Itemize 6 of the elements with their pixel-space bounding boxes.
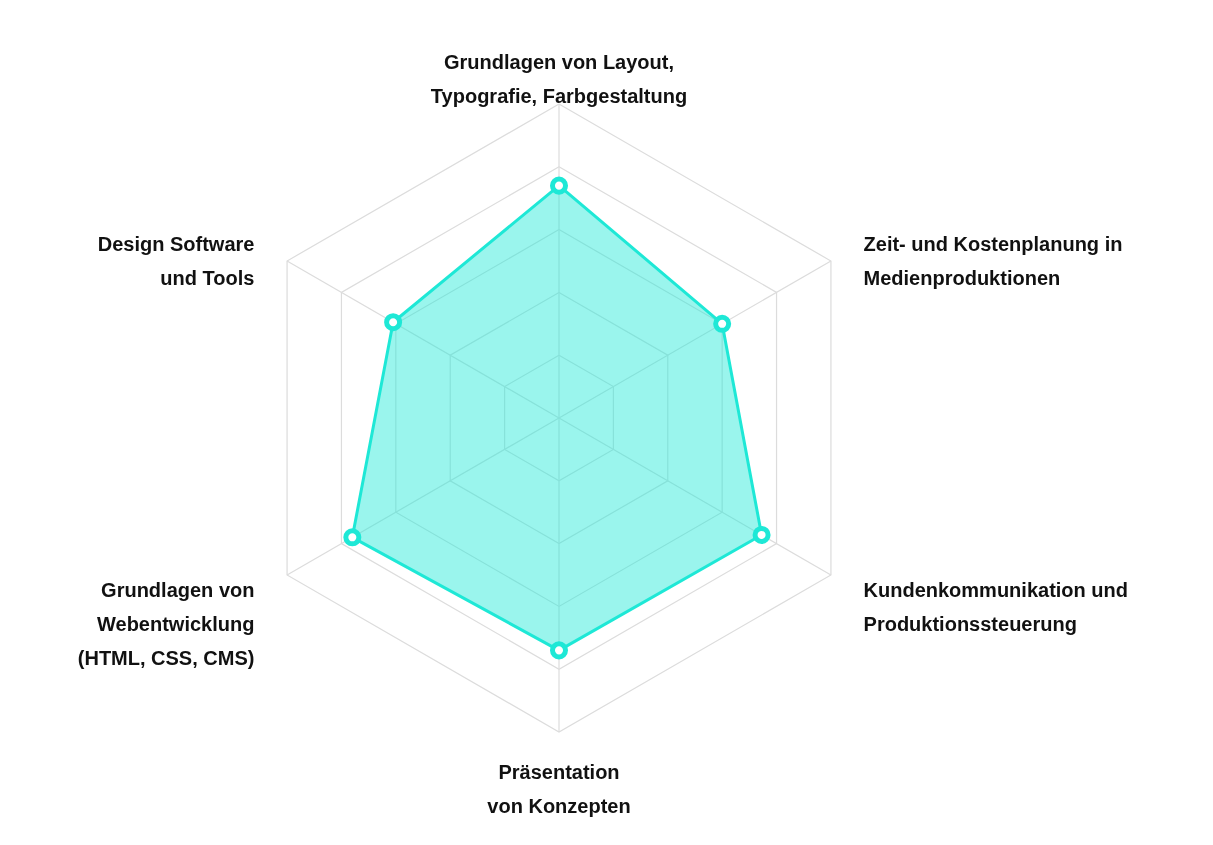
spoke-label: Zeit- und Kostenplanung in Medienproduktionen <box>863 233 1123 290</box>
spoke-label: Präsentation von Konzepten <box>487 761 631 818</box>
spoke-label: Design Software und Tools <box>97 233 255 290</box>
spoke-label: Grundlagen von Layout, Typografie, Farbgestaltung <box>430 50 688 107</box>
spoke-label: Kundenkommunikation und Produktionssteuerung <box>863 578 1128 635</box>
spoke-label: Grundlagen von Webentwicklung (HTML, CSS, CMS) <box>77 578 255 669</box>
